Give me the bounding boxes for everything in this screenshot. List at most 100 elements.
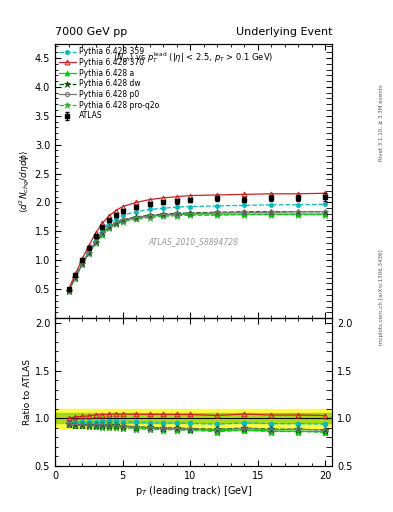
Pythia 6.428 p0 [86, 250, 91, 256]
Pythia 6.428 359 [147, 206, 152, 212]
Pythia 6.428 p0 [296, 209, 301, 215]
Pythia 6.428 p0 [114, 220, 118, 226]
X-axis label: p$_T$ (leading track) [GeV]: p$_T$ (leading track) [GeV] [135, 483, 252, 498]
Text: ATLAS_2010_S8894728: ATLAS_2010_S8894728 [149, 237, 239, 246]
Pythia 6.428 pro-q2o [134, 216, 138, 222]
Pythia 6.428 p0 [100, 230, 105, 236]
Pythia 6.428 370 [161, 195, 165, 201]
Pythia 6.428 dw [66, 288, 71, 294]
Pythia 6.428 a [161, 212, 165, 218]
Pythia 6.428 p0 [66, 288, 71, 294]
Pythia 6.428 370 [114, 207, 118, 214]
Pythia 6.428 a [188, 211, 193, 217]
Pythia 6.428 dw [73, 274, 78, 281]
Pythia 6.428 dw [242, 209, 246, 215]
Pythia 6.428 pro-q2o [147, 215, 152, 221]
Pythia 6.428 370 [120, 203, 125, 209]
Pythia 6.428 a [323, 211, 328, 217]
Pythia 6.428 pro-q2o [114, 221, 118, 227]
Pythia 6.428 370 [86, 243, 91, 249]
Pythia 6.428 dw [269, 209, 274, 215]
Line: Pythia 6.428 p0: Pythia 6.428 p0 [66, 209, 327, 293]
Pythia 6.428 370 [93, 230, 98, 236]
Pythia 6.428 359 [323, 201, 328, 207]
Pythia 6.428 pro-q2o [161, 214, 165, 220]
Pythia 6.428 pro-q2o [100, 232, 105, 238]
Pythia 6.428 370 [134, 199, 138, 205]
Pythia 6.428 a [269, 211, 274, 217]
Pythia 6.428 a [80, 261, 84, 267]
Pythia 6.428 pro-q2o [242, 211, 246, 218]
Pythia 6.428 dw [114, 220, 118, 226]
Pythia 6.428 dw [134, 214, 138, 220]
Pythia 6.428 p0 [134, 215, 138, 221]
Pythia 6.428 dw [107, 224, 112, 230]
Pythia 6.428 p0 [215, 210, 220, 216]
Pythia 6.428 dw [161, 211, 165, 217]
Line: Pythia 6.428 359: Pythia 6.428 359 [66, 202, 327, 292]
Pythia 6.428 359 [107, 220, 112, 226]
Pythia 6.428 359 [86, 247, 91, 253]
Pythia 6.428 359 [242, 202, 246, 208]
Pythia 6.428 359 [120, 212, 125, 218]
Pythia 6.428 p0 [188, 210, 193, 217]
Line: Pythia 6.428 pro-q2o: Pythia 6.428 pro-q2o [65, 211, 329, 294]
Pythia 6.428 359 [114, 216, 118, 222]
Y-axis label: Ratio to ATLAS: Ratio to ATLAS [23, 359, 32, 425]
Pythia 6.428 dw [100, 230, 105, 236]
Pythia 6.428 p0 [80, 261, 84, 267]
Pythia 6.428 359 [80, 260, 84, 266]
Pythia 6.428 p0 [73, 274, 78, 281]
Pythia 6.428 a [174, 211, 179, 218]
Pythia 6.428 dw [147, 212, 152, 218]
Line: Pythia 6.428 dw: Pythia 6.428 dw [65, 208, 329, 294]
Pythia 6.428 pro-q2o [215, 212, 220, 218]
Pythia 6.428 pro-q2o [174, 212, 179, 219]
Bar [55, 414, 332, 423]
Text: Underlying Event: Underlying Event [235, 27, 332, 37]
Pythia 6.428 370 [323, 190, 328, 196]
Pythia 6.428 pro-q2o [296, 211, 301, 218]
Pythia 6.428 359 [269, 202, 274, 208]
Pythia 6.428 dw [296, 209, 301, 215]
Pythia 6.428 p0 [107, 224, 112, 230]
Pythia 6.428 370 [215, 192, 220, 198]
Pythia 6.428 dw [174, 210, 179, 217]
Text: Rivet 3.1.10, ≥ 3.3M events: Rivet 3.1.10, ≥ 3.3M events [379, 84, 384, 161]
Pythia 6.428 a [215, 211, 220, 217]
Text: $\langle N_{ch}\rangle$ vs $p_T^{\rm lead}$ ($|\eta|$ < 2.5, $p_T$ > 0.1 GeV): $\langle N_{ch}\rangle$ vs $p_T^{\rm lea… [113, 50, 274, 66]
Pythia 6.428 pro-q2o [80, 261, 84, 267]
Pythia 6.428 p0 [161, 211, 165, 218]
Pythia 6.428 a [114, 220, 118, 226]
Pythia 6.428 359 [161, 205, 165, 211]
Pythia 6.428 359 [188, 203, 193, 209]
Pythia 6.428 a [73, 274, 78, 281]
Pythia 6.428 dw [188, 210, 193, 216]
Pythia 6.428 a [100, 230, 105, 237]
Pythia 6.428 a [242, 211, 246, 217]
Pythia 6.428 p0 [323, 209, 328, 215]
Pythia 6.428 370 [174, 194, 179, 200]
Pythia 6.428 pro-q2o [66, 288, 71, 294]
Pythia 6.428 p0 [147, 212, 152, 219]
Pythia 6.428 dw [215, 209, 220, 216]
Text: 7000 GeV pp: 7000 GeV pp [55, 27, 127, 37]
Y-axis label: $\langle d^2 N_{chg}/d\eta d\phi \rangle$: $\langle d^2 N_{chg}/d\eta d\phi \rangle… [17, 149, 32, 212]
Line: Pythia 6.428 370: Pythia 6.428 370 [66, 191, 328, 292]
Pythia 6.428 p0 [269, 209, 274, 216]
Pythia 6.428 pro-q2o [269, 211, 274, 218]
Pythia 6.428 dw [86, 250, 91, 256]
Pythia 6.428 359 [215, 203, 220, 209]
Pythia 6.428 a [120, 217, 125, 223]
Pythia 6.428 p0 [93, 239, 98, 245]
Pythia 6.428 pro-q2o [107, 225, 112, 231]
Pythia 6.428 359 [66, 287, 71, 293]
Pythia 6.428 359 [93, 236, 98, 242]
Pythia 6.428 359 [100, 227, 105, 233]
Pythia 6.428 370 [147, 197, 152, 203]
Pythia 6.428 359 [73, 273, 78, 280]
Pythia 6.428 370 [242, 191, 246, 198]
Pythia 6.428 370 [66, 286, 71, 292]
Pythia 6.428 370 [100, 220, 105, 226]
Pythia 6.428 dw [80, 261, 84, 267]
